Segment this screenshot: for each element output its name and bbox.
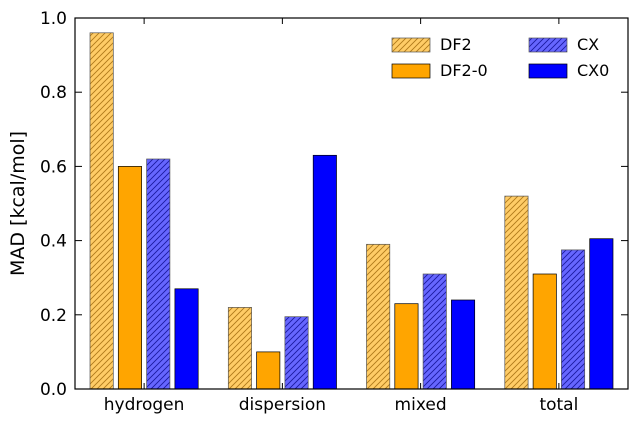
y-tick-label: 0.6 [40, 157, 67, 177]
bar-df2-hydrogen [89, 32, 114, 390]
y-tick-label: 0.0 [40, 380, 67, 400]
bar-cx-mixed [422, 273, 447, 390]
legend: DF2 DF2-0 CX CX0 [391, 35, 609, 80]
bar-cx0-hydrogen [174, 288, 199, 390]
x-tick-label-dispersion: dispersion [239, 395, 326, 415]
x-tick-label-hydrogen: hydrogen [104, 395, 185, 415]
legend-swatch-df2 [391, 37, 431, 53]
y-tick-label: 0.8 [40, 83, 67, 103]
y-tick-label: 0.4 [40, 232, 67, 252]
x-tick-label-total: total [539, 395, 578, 415]
bar-cx0-total [589, 238, 614, 390]
bar-df2-0-dispersion [256, 351, 281, 390]
bar-cx0-mixed [451, 299, 476, 390]
x-tick-label-mixed: mixed [395, 395, 447, 415]
legend-label-cx0: CX0 [577, 61, 609, 80]
bar-df2-0-mixed [394, 303, 419, 390]
labels-layer: hydrogen dispersion mixed total 0.0 0.2 0.4 0.6… [40, 9, 578, 415]
bar-cx-dispersion [284, 316, 309, 390]
plot-frame [74, 17, 629, 390]
bar-df2-dispersion [227, 307, 252, 390]
bar-df2-0-total [532, 273, 557, 390]
bar-df2-0-hydrogen [117, 166, 142, 390]
legend-swatch-cx [528, 37, 568, 53]
bar-cx0-dispersion [312, 154, 337, 390]
y-tick-label: 0.2 [40, 306, 67, 326]
ticks-layer [75, 17, 628, 390]
legend-label-cx: CX [577, 35, 599, 54]
bar-cx-hydrogen [146, 158, 171, 390]
bar-df2-mixed [366, 243, 391, 390]
legend-label-df2: DF2 [440, 35, 472, 54]
legend-swatch-cx0 [528, 63, 568, 79]
y-tick-label: 1.0 [40, 9, 67, 29]
legend-swatch-df2-0 [391, 63, 431, 79]
legend-label-df2-0: DF2-0 [440, 61, 488, 80]
y-axis-label: MAD [kcal/mol] [7, 131, 29, 276]
bar-df2-total [504, 195, 529, 390]
bar-cx-total [561, 249, 586, 390]
bars-layer [89, 32, 614, 390]
